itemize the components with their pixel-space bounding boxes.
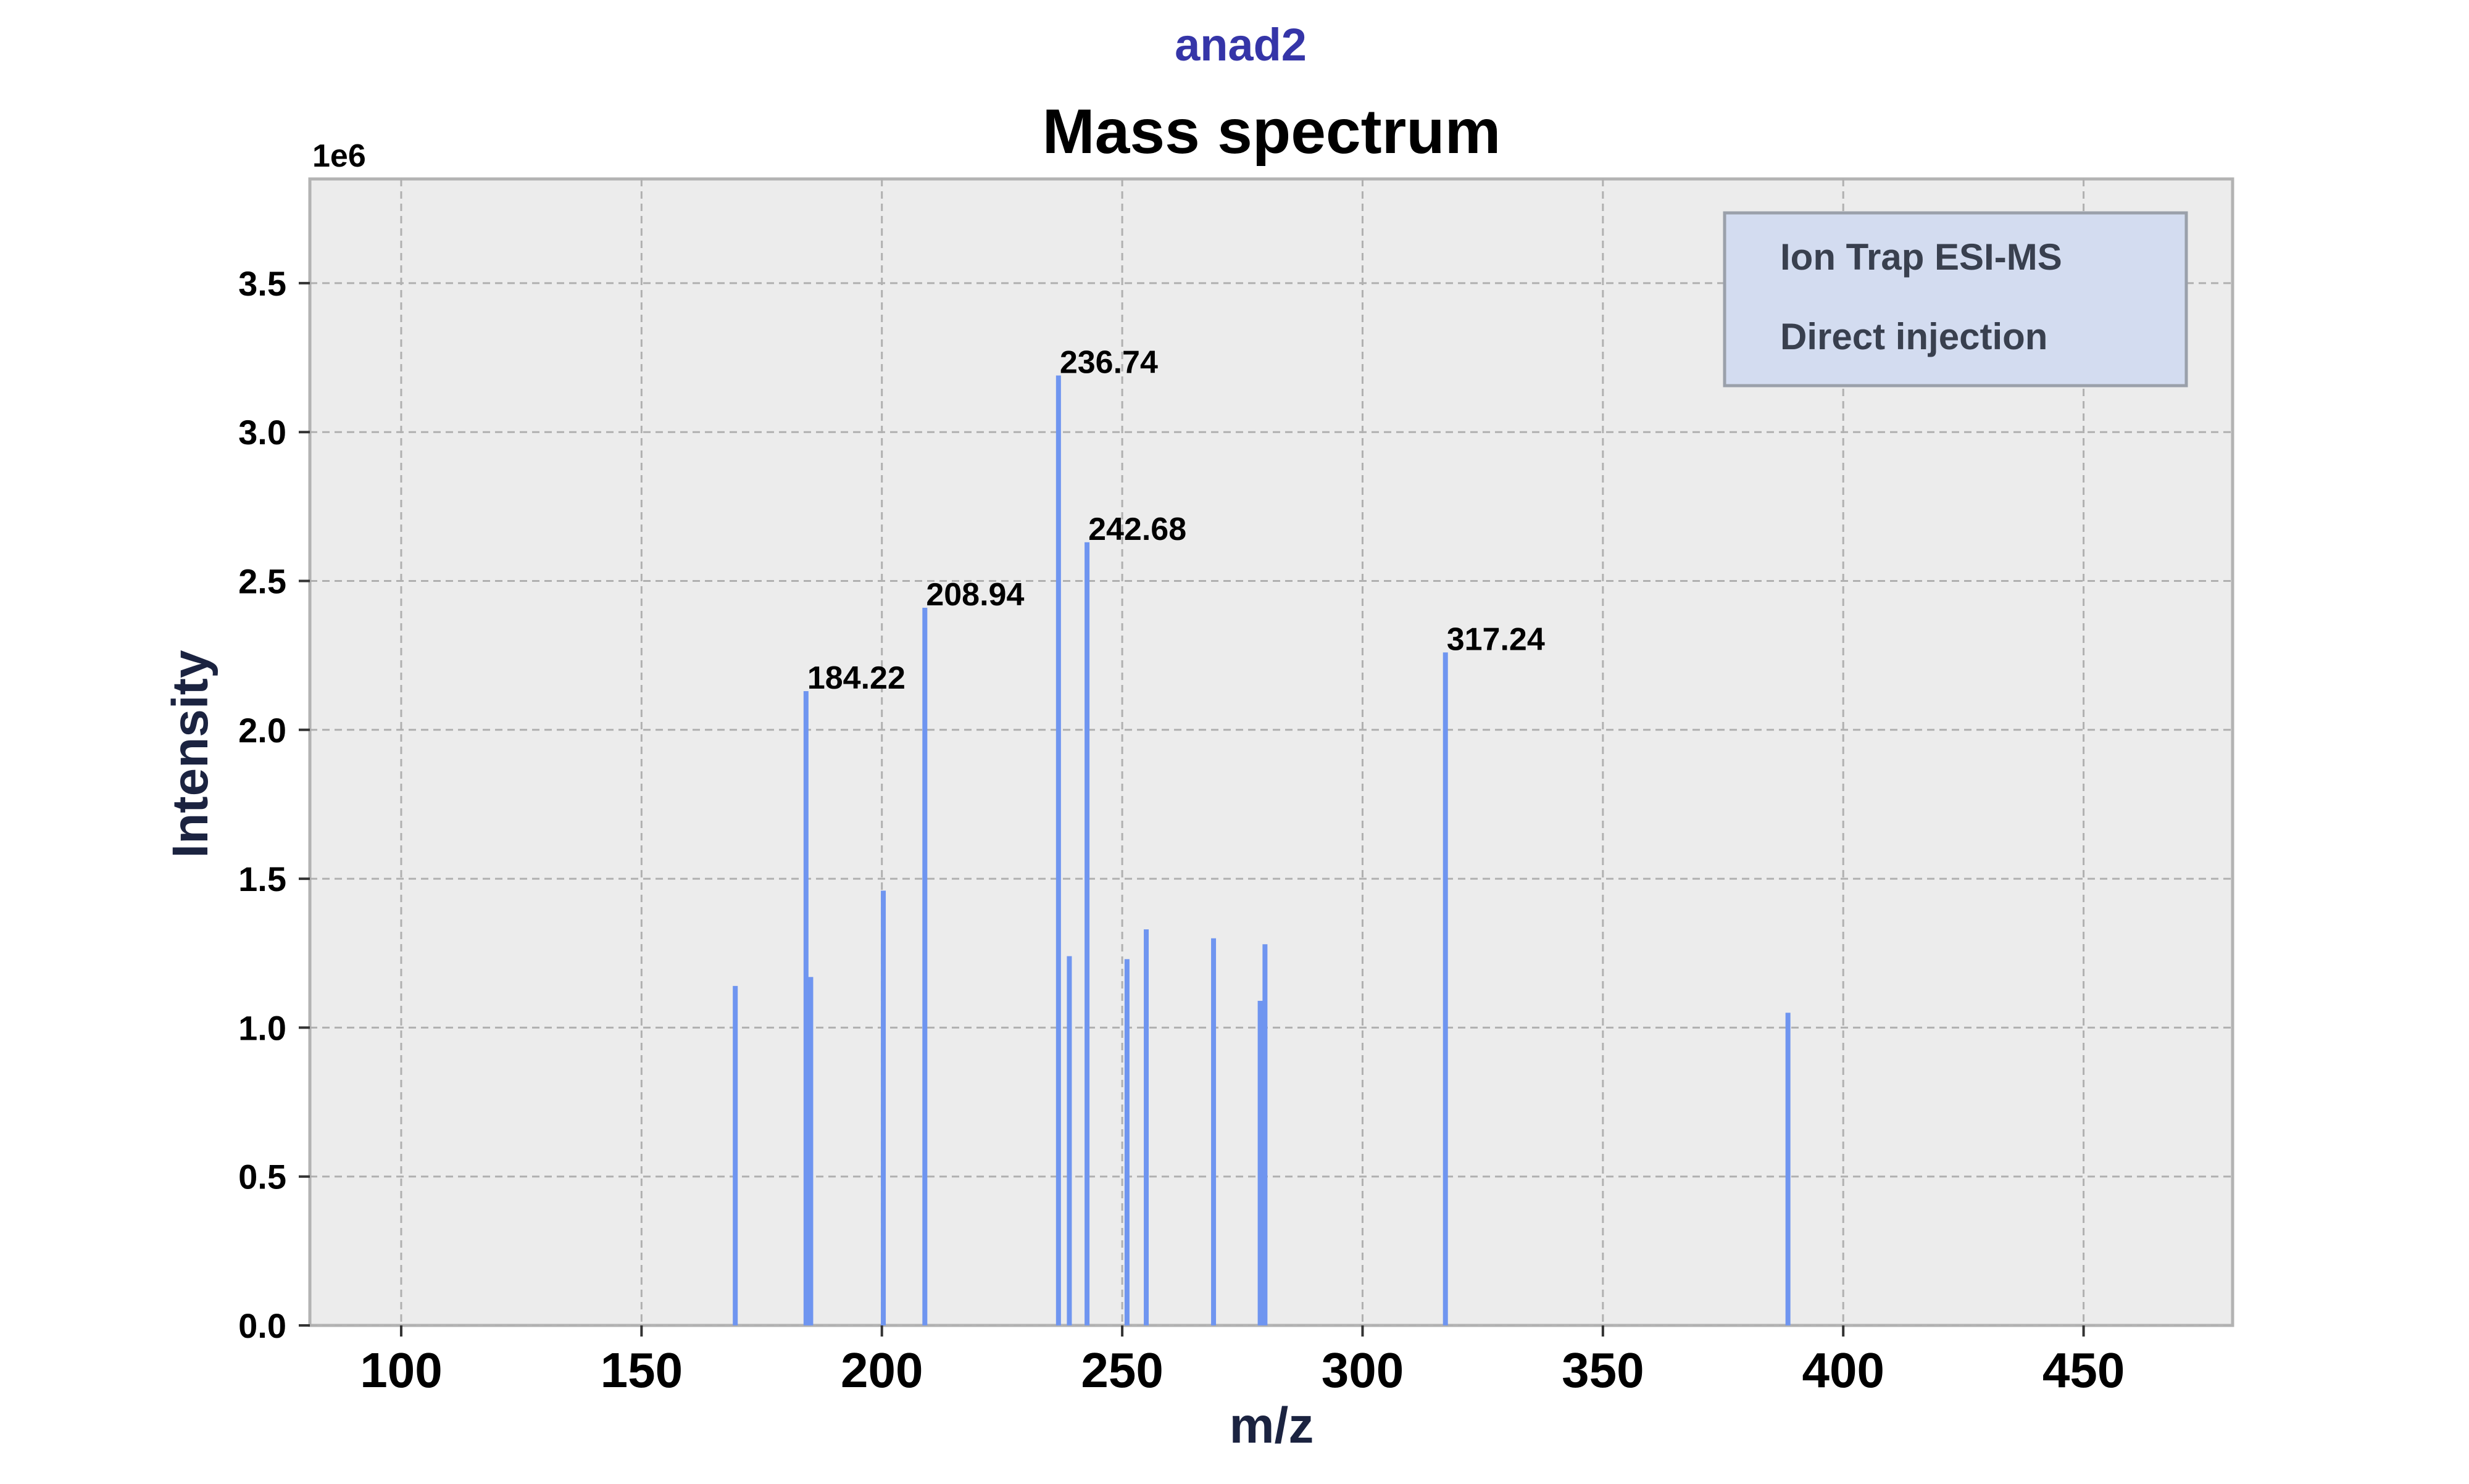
spectrum-bar [1055,375,1061,1325]
spectrum-bar [733,985,738,1325]
spectrum-bar [1085,542,1090,1326]
spectrum-bar [803,691,809,1325]
legend: Ion Trap ESI-MS Direct injection [1723,211,2188,388]
y-tick-label: 1.0 [238,1008,286,1047]
peak-label: 317.24 [1447,621,1545,657]
axis-ticks: 100 150 200 250 300 350 400 450 0.0 0.5 1.0 1.5 2.0 2… [238,264,2125,1398]
spectrum-bar [808,977,814,1325]
x-axis-label: m/z [1230,1398,1314,1454]
chart-title: Mass spectrum [1043,96,1501,167]
y-tick-label: 2.5 [238,562,286,601]
spectrum-bars [733,375,1791,1326]
y-tick-label: 0.5 [238,1158,286,1196]
spectrum-bar [1124,959,1130,1325]
spectrum-bar [1144,929,1149,1325]
spectrum-bar [881,890,886,1325]
x-tick-label: 400 [1802,1343,1884,1398]
y-tick-label: 0.0 [238,1306,286,1345]
legend-entry: Direct injection [1780,316,2047,357]
spectrum-bar [922,607,928,1326]
y-axis-offset-label: 1e6 [312,138,366,174]
spectrum-bar [1785,1013,1791,1325]
x-tick-label: 200 [841,1343,923,1398]
y-tick-label: 3.0 [238,413,286,452]
legend-entry: Ion Trap ESI-MS [1780,236,2062,278]
x-tick-label: 450 [2042,1343,2125,1398]
x-tick-label: 300 [1322,1343,1404,1398]
spectrum-bar [1211,938,1217,1325]
grid-lines [310,179,2233,1327]
peak-label: 184.22 [807,660,906,696]
legend-box [1723,211,2188,388]
y-tick-label: 2.0 [238,711,286,750]
y-axis-label: Intensity [162,650,219,858]
x-tick-label: 150 [601,1343,683,1398]
peak-label: 208.94 [926,577,1024,613]
peak-annotations: 184.22 208.94 236.74 242.68 317.24 [807,345,1545,697]
spectrum-bar [1067,956,1072,1325]
y-tick-label: 3.5 [238,264,286,303]
spectrum-bar [1262,944,1268,1325]
peak-label: 242.68 [1088,512,1186,547]
x-tick-label: 250 [1081,1343,1163,1398]
spectrum-bar [1257,1000,1263,1325]
y-tick-label: 1.5 [238,860,286,898]
x-tick-label: 100 [360,1343,442,1398]
spectrum-bar [1443,652,1448,1325]
peak-label: 236.74 [1060,345,1158,381]
x-tick-label: 350 [1562,1343,1644,1398]
chart-suptitle: anad2 [1175,19,1307,70]
